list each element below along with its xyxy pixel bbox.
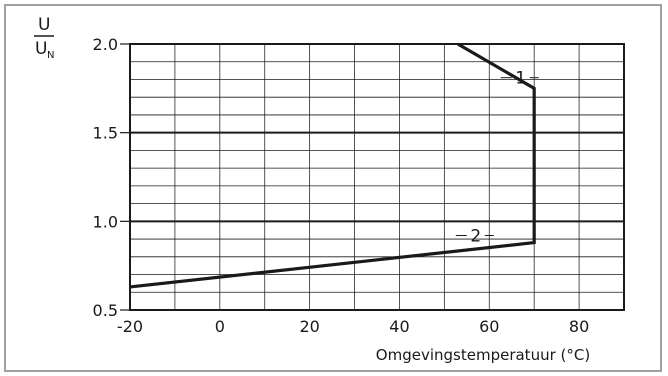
x-tick-label: 40: [389, 317, 409, 336]
y-axis-label-subscript: N: [47, 50, 54, 61]
curve-label: 1: [515, 69, 526, 89]
x-tick-label: 0: [215, 317, 225, 336]
curve-line: [129, 42, 536, 289]
y-axis: 0.5 1.0 1.5 2.0: [93, 35, 130, 320]
plot-area: [129, 43, 625, 311]
grid: [130, 44, 624, 310]
x-axis: -20 0 20 40 60 80: [117, 317, 589, 336]
x-tick-label: 80: [569, 317, 589, 336]
y-tick-label: 2.0: [93, 35, 118, 54]
y-axis-label-denominator: U: [35, 39, 47, 59]
x-tick-label: -20: [117, 317, 143, 336]
curve-layer: [129, 42, 536, 289]
x-tick-label: 20: [299, 317, 319, 336]
y-tick-label: 1.5: [93, 124, 118, 143]
x-axis-label: Omgevingstemperatuur (°C): [376, 346, 590, 364]
y-axis-label-numerator: U: [38, 15, 50, 35]
y-tick-label: 1.0: [93, 212, 118, 231]
curve-label: 2: [470, 227, 481, 247]
y-tick-label: 0.5: [93, 301, 118, 320]
annotations: 12: [455, 69, 539, 247]
y-axis-label: U U N: [34, 15, 54, 61]
x-tick-label: 60: [479, 317, 499, 336]
